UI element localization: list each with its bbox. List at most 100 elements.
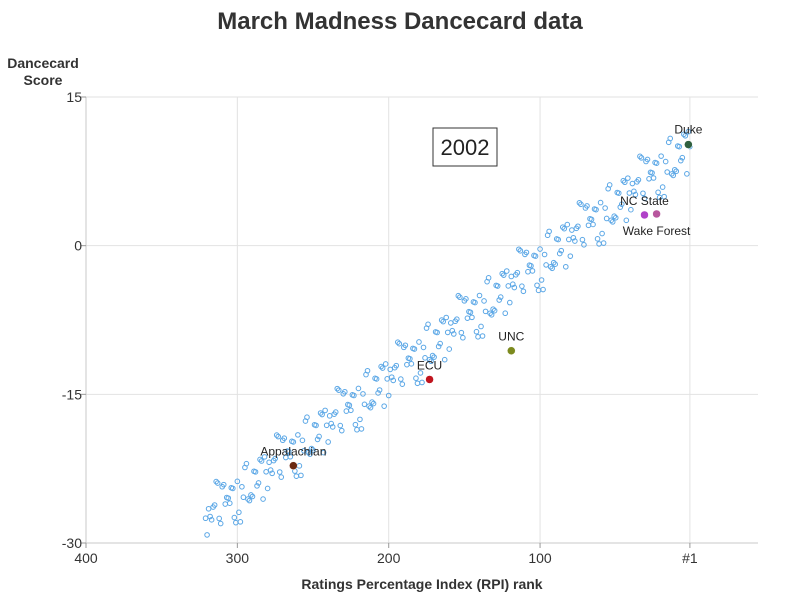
team-point [684, 140, 693, 149]
data-point [372, 375, 378, 382]
data-point [594, 236, 601, 242]
data-point [352, 421, 359, 428]
data-points [202, 128, 693, 538]
data-point [414, 380, 421, 387]
x-tick-label: 300 [226, 550, 250, 566]
data-point [413, 375, 419, 381]
data-point [295, 432, 301, 438]
data-point [370, 400, 377, 407]
data-point [679, 154, 686, 161]
data-point [228, 484, 235, 491]
data-point [493, 282, 499, 289]
data-point [450, 331, 457, 337]
data-point [570, 234, 577, 241]
data-point [647, 169, 654, 176]
data-point [457, 294, 463, 301]
data-point [473, 328, 480, 335]
data-point [543, 262, 549, 268]
data-point [214, 480, 221, 486]
y-tick-label: -30 [62, 535, 82, 551]
data-point [502, 310, 509, 317]
data-point [479, 333, 486, 339]
data-point [547, 263, 554, 270]
data-point [576, 199, 583, 206]
data-point [328, 420, 334, 427]
data-point [226, 500, 233, 507]
data-point [343, 408, 350, 414]
team-point [425, 375, 434, 384]
data-point [475, 334, 481, 340]
data-point [579, 236, 586, 243]
data-point [529, 268, 536, 274]
data-point [355, 385, 362, 392]
y-axis-label-line-1: Dancecard [7, 55, 79, 71]
data-point [299, 437, 306, 444]
team-point [640, 210, 649, 220]
data-point [646, 176, 652, 182]
data-point [452, 318, 459, 325]
data-point [582, 205, 589, 211]
data-point [487, 310, 493, 317]
data-point [526, 262, 533, 269]
data-point [458, 329, 465, 336]
data-point [255, 480, 262, 486]
data-point [628, 206, 634, 213]
data-point [358, 426, 365, 432]
data-point [388, 374, 395, 380]
data-point [525, 268, 531, 275]
data-point [572, 238, 578, 244]
data-point [605, 185, 611, 192]
data-point [513, 271, 519, 278]
data-point [317, 410, 324, 416]
data-point [629, 180, 636, 187]
data-point [417, 370, 424, 376]
data-point [470, 299, 477, 305]
data-point [520, 288, 527, 295]
data-point [236, 509, 242, 516]
data-point [591, 206, 598, 212]
data-point [416, 339, 422, 345]
data-point [210, 504, 216, 510]
data-point [517, 247, 524, 254]
data-point [491, 307, 498, 314]
team-label: NC State [620, 194, 669, 208]
data-point [670, 172, 677, 179]
data-point [401, 344, 407, 351]
data-point [469, 314, 475, 321]
data-point [273, 432, 280, 438]
y-tick-label: 0 [74, 238, 82, 254]
data-point [396, 340, 403, 347]
data-point [298, 472, 304, 479]
data-point [216, 515, 222, 522]
data-point [431, 354, 437, 360]
data-point [640, 190, 646, 197]
data-point [438, 317, 445, 323]
x-tick-label: 400 [74, 550, 98, 566]
data-point [267, 467, 274, 473]
data-point [673, 168, 680, 175]
data-point [391, 364, 398, 371]
data-point [337, 422, 344, 429]
data-point [385, 392, 392, 399]
data-point [375, 390, 381, 396]
data-point [659, 184, 666, 190]
data-point [662, 158, 669, 165]
data-point [387, 366, 394, 373]
data-point [239, 483, 245, 490]
data-point [208, 517, 215, 523]
chart-title: March Madness Dancecard data [217, 8, 583, 35]
data-point [408, 361, 415, 367]
data-point [496, 297, 502, 303]
data-point [684, 171, 690, 177]
data-point [682, 132, 689, 139]
data-point [428, 358, 434, 365]
data-point [269, 470, 275, 477]
data-point [435, 343, 442, 350]
data-point [217, 520, 224, 527]
data-point [569, 227, 575, 233]
highlighted-points: Duke NC State Wake Forest UNC ECU Appalachian [260, 123, 703, 470]
year-annotation: 2002 [432, 127, 498, 167]
data-point [437, 340, 443, 347]
data-point [349, 392, 356, 398]
data-point [284, 448, 291, 454]
